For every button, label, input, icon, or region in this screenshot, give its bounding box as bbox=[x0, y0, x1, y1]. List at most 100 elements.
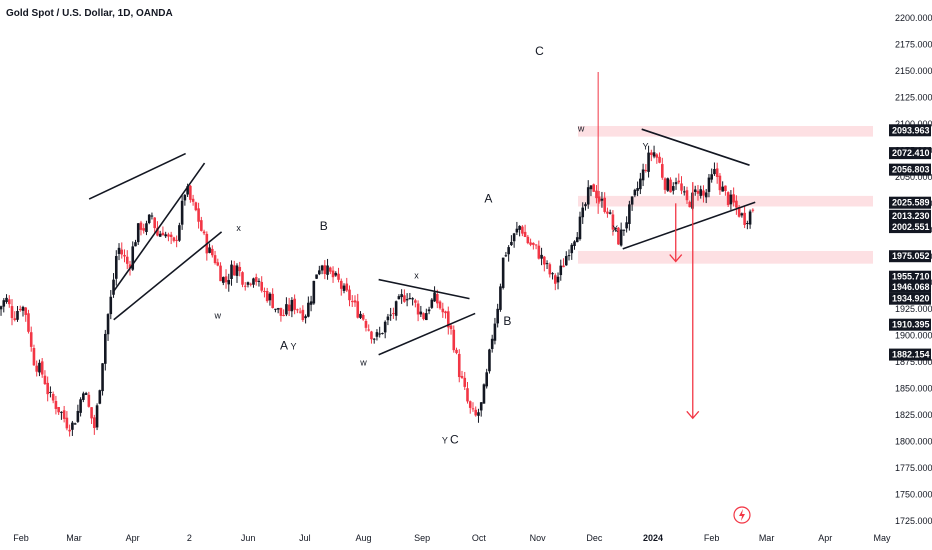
candle-body-125 bbox=[339, 280, 343, 289]
time-axis[interactable]: Feb Mar Apr 2 Jun Jul Aug Sep Oct Nov Dec 2024 Feb Ma… bbox=[13, 533, 891, 543]
candle-body-126 bbox=[342, 285, 346, 291]
candle-body-105 bbox=[285, 304, 288, 315]
time-tick-label-1: Mar bbox=[66, 533, 82, 543]
time-tick-label-12: Feb bbox=[704, 533, 720, 543]
candle-body-162 bbox=[441, 308, 445, 313]
candle-body-190 bbox=[518, 225, 521, 230]
candle-body-45 bbox=[120, 249, 124, 255]
price-tick-label-15: 1825.000 bbox=[895, 410, 932, 420]
candle-body-140 bbox=[381, 333, 384, 335]
candle-body-20 bbox=[51, 393, 55, 401]
candle-body-218 bbox=[595, 190, 598, 199]
candle-body-24 bbox=[62, 410, 66, 419]
candle-body-135 bbox=[367, 329, 371, 331]
price-tag-5 bbox=[889, 221, 931, 234]
candle-body-79 bbox=[213, 255, 217, 263]
candle-body-153 bbox=[416, 303, 420, 315]
candle-body-5 bbox=[10, 306, 14, 319]
candle-body-229 bbox=[625, 222, 628, 229]
time-tick-label-3: 2 bbox=[187, 533, 192, 543]
price-tag-label-3: 2025.589 bbox=[892, 198, 930, 208]
price-tag-3 bbox=[889, 196, 931, 209]
candle-body-191 bbox=[521, 226, 524, 234]
trendline-3[interactable] bbox=[378, 278, 470, 300]
trendline-1[interactable] bbox=[88, 152, 186, 200]
candle-body-18 bbox=[46, 382, 49, 395]
candle-body-179 bbox=[488, 349, 491, 372]
candle-body-274 bbox=[748, 211, 752, 225]
candle-body-231 bbox=[630, 196, 634, 205]
candle-body-227 bbox=[619, 229, 623, 246]
candle-body-189 bbox=[515, 228, 519, 233]
candle-body-78 bbox=[211, 248, 214, 256]
candle-body-234 bbox=[639, 178, 642, 190]
candle-body-195 bbox=[532, 242, 535, 245]
trendline-0[interactable] bbox=[113, 162, 206, 292]
trendline-6[interactable] bbox=[622, 201, 756, 250]
candle-body-90 bbox=[243, 285, 247, 287]
candle-body-244 bbox=[666, 178, 670, 191]
wave-label-12: w bbox=[577, 123, 585, 133]
candle-body-116 bbox=[315, 274, 318, 279]
candle-body-232 bbox=[633, 189, 637, 196]
candle-body-214 bbox=[584, 204, 587, 207]
candle-body-120 bbox=[326, 265, 329, 275]
candle-body-273 bbox=[746, 223, 749, 225]
candle-body-65 bbox=[175, 239, 178, 241]
candle-body-31 bbox=[82, 393, 85, 400]
candle-body-150 bbox=[408, 297, 412, 299]
alert-icon[interactable] bbox=[733, 506, 751, 524]
candle-body-38 bbox=[101, 363, 104, 392]
candle-body-12 bbox=[29, 332, 33, 347]
candle-body-122 bbox=[331, 270, 335, 278]
trendline-4[interactable] bbox=[378, 312, 476, 356]
candle-body-259 bbox=[707, 177, 711, 192]
candle-body-30 bbox=[79, 399, 82, 413]
candle-body-144 bbox=[392, 313, 395, 315]
candle-body-88 bbox=[238, 266, 242, 272]
price-tag-label-0: 2093.963 bbox=[892, 125, 930, 135]
candle-body-223 bbox=[608, 212, 612, 214]
candle-body-37 bbox=[98, 390, 102, 404]
candle-body-121 bbox=[328, 267, 332, 272]
candle-body-123 bbox=[334, 272, 338, 276]
candle-body-224 bbox=[611, 214, 615, 230]
candle-body-228 bbox=[622, 229, 626, 231]
wave-label-11: C bbox=[535, 44, 544, 58]
candle-body-25 bbox=[65, 417, 69, 429]
candle-body-186 bbox=[507, 247, 510, 255]
candle-body-141 bbox=[383, 321, 387, 333]
candle-body-111 bbox=[301, 309, 305, 321]
zones-layer bbox=[578, 126, 873, 264]
candle-body-94 bbox=[254, 277, 258, 282]
candle-body-50 bbox=[134, 242, 137, 247]
candle-body-22 bbox=[57, 407, 60, 413]
trendline-5[interactable] bbox=[641, 128, 750, 166]
candle-body-217 bbox=[592, 184, 596, 192]
price-tag-label-1: 2072.410 bbox=[892, 148, 930, 158]
candle-body-225 bbox=[614, 228, 617, 230]
candle-body-168 bbox=[457, 353, 461, 378]
candle-body-213 bbox=[581, 207, 585, 218]
candle-body-145 bbox=[394, 301, 398, 316]
price-axis[interactable]: 2200.000 2175.000 2150.000 2125.000 2100.000… bbox=[895, 13, 932, 526]
candle-body-147 bbox=[400, 294, 403, 298]
candle-body-171 bbox=[466, 388, 469, 402]
trendline-2[interactable] bbox=[113, 231, 223, 321]
candle-body-149 bbox=[405, 299, 409, 301]
candle-body-237 bbox=[647, 152, 650, 172]
price-tag-label-6: 1975.052 bbox=[892, 251, 930, 261]
price-tick-label-13: 1875.000 bbox=[895, 357, 932, 367]
candle-body-170 bbox=[463, 377, 467, 387]
candle-body-9 bbox=[21, 306, 25, 311]
alert-button[interactable] bbox=[733, 506, 751, 524]
candle-body-207 bbox=[564, 256, 568, 266]
candle-body-56 bbox=[150, 215, 154, 217]
price-tick-label-12: 1900.000 bbox=[895, 331, 932, 341]
candle-body-181 bbox=[493, 323, 497, 341]
candle-body-49 bbox=[131, 246, 135, 270]
wave-label-4: B bbox=[320, 219, 328, 233]
candle-body-235 bbox=[641, 169, 645, 181]
